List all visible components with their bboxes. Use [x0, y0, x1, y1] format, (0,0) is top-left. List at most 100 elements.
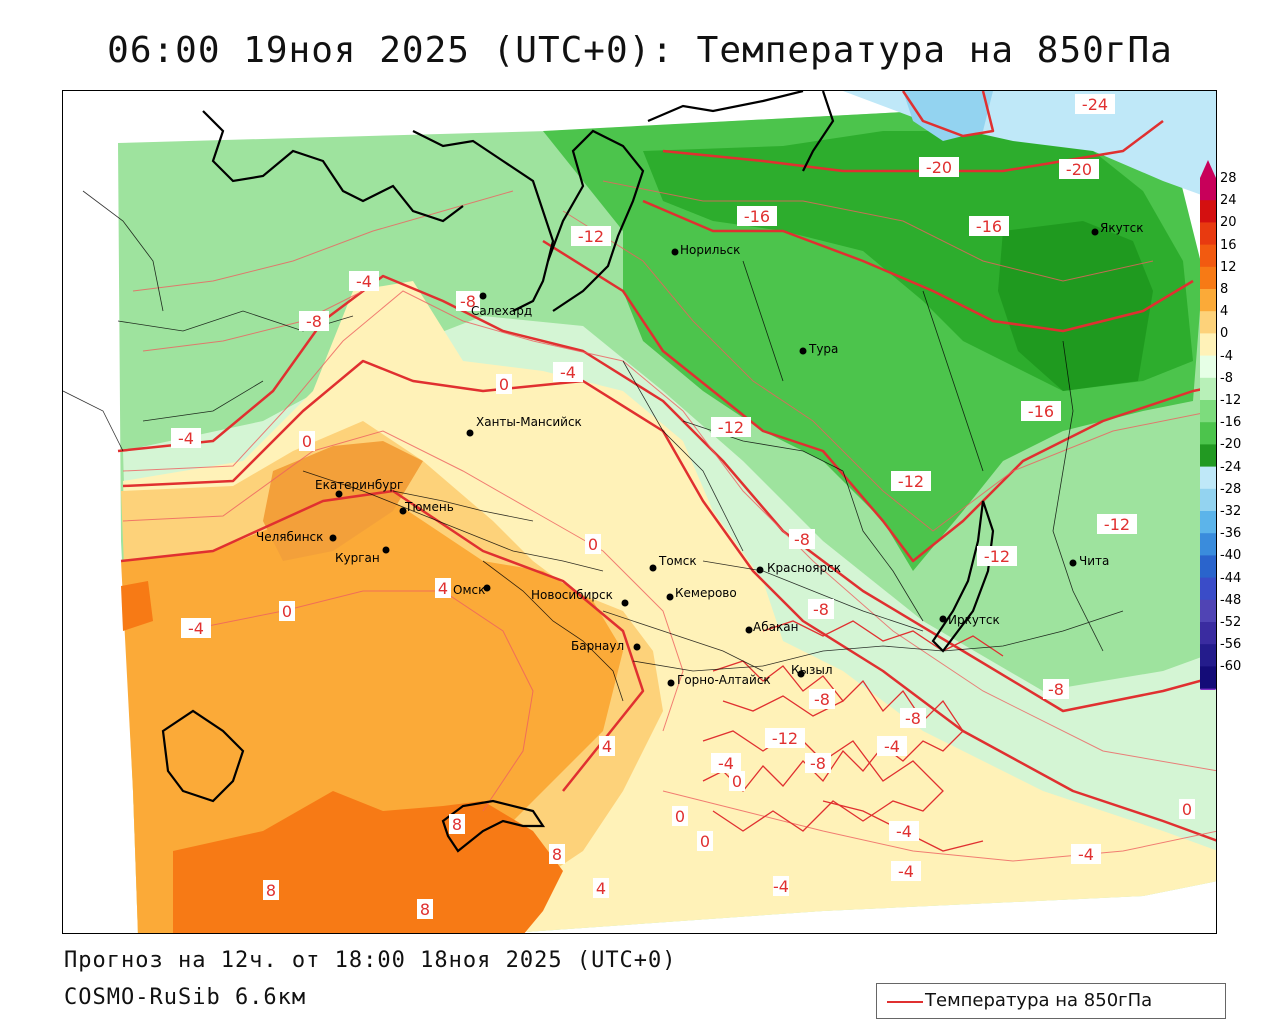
colorbar-swatch [1200, 533, 1216, 556]
city-irkutsk: Иркутск [939, 613, 1000, 627]
isotherm-label: -4 [896, 822, 912, 841]
isotherm-label: -4 [356, 272, 372, 291]
colorbar-swatch [1200, 466, 1216, 490]
city-omsk: Омск [453, 583, 491, 597]
colorbar-swatch [1200, 444, 1216, 468]
colorbar-label: -40 [1220, 548, 1242, 564]
svg-text:Екатеринбург: Екатеринбург [315, 478, 403, 492]
isotherm-label: 0 [302, 432, 312, 451]
colorbar-swatches [1200, 160, 1216, 690]
svg-text:Кызыл: Кызыл [791, 663, 833, 677]
isotherm-label: 8 [552, 845, 562, 864]
isotherm-label: -16 [744, 207, 770, 226]
colorbar-label: -48 [1220, 592, 1242, 608]
colorbar-label: -36 [1220, 526, 1242, 542]
colorbar-swatch [1200, 178, 1216, 201]
svg-text:Томск: Томск [658, 554, 697, 568]
isotherm-label: 0 [1182, 800, 1192, 819]
city-abakan: Абакан [745, 620, 798, 634]
svg-text:Барнаул: Барнаул [571, 639, 624, 653]
isotherm-label: -4 [773, 877, 789, 896]
colorbar-label: 24 [1220, 193, 1237, 209]
model-name: COSMO-RuSib 6.6км [64, 985, 307, 1010]
colorbar-swatch [1200, 555, 1216, 579]
svg-text:Курган: Курган [335, 551, 380, 565]
colorbar-swatch [1200, 644, 1216, 667]
colorbar: 28 24 20 16 12 8 4 0 -4 -8 -12 -16 -20 -24 -28 -32 -36 -4… [1198, 160, 1278, 690]
legend-line-swatch [887, 1001, 923, 1003]
isotherm-label: 4 [438, 579, 448, 598]
colorbar-label: 20 [1220, 215, 1237, 231]
isotherm-label: -8 [794, 530, 810, 549]
isotherm-label: -20 [1066, 160, 1092, 179]
isotherm-label: 4 [602, 737, 612, 756]
colorbar-label: -8 [1220, 370, 1233, 386]
city-kurgan: Курган [335, 546, 390, 565]
legend-label: Температура на 850гПа [925, 990, 1153, 1011]
svg-text:Кемерово: Кемерово [675, 586, 737, 600]
isotherm-label: -4 [1078, 845, 1094, 864]
city-kemerovo: Кемерово [666, 586, 737, 601]
city-tura: Тура [799, 342, 838, 356]
temperature-map[interactable]: -24 -20 -20 -16 -16 -12 -8 -4 -8 -4 0 0 … [62, 90, 1217, 934]
colorbar-swatch [1200, 400, 1216, 423]
map-title: 06:00 19ноя 2025 (UTC+0): Температура на… [107, 30, 1173, 71]
svg-text:Омск: Омск [453, 583, 485, 597]
svg-text:Горно-Алтайск: Горно-Алтайск [677, 673, 771, 687]
city-khanty-mansiysk: Ханты-Мансийск [466, 415, 582, 437]
city-yekaterinburg: Екатеринбург [315, 478, 403, 498]
colorbar-swatch [1200, 333, 1216, 357]
isotherm-label: 0 [732, 772, 742, 791]
isotherm-label: -4 [898, 862, 914, 881]
isotherm-label: -4 [560, 363, 576, 382]
isotherm-label: -8 [813, 600, 829, 619]
isotherm-label: -12 [578, 227, 604, 246]
colorbar-label: 8 [1220, 282, 1229, 297]
colorbar-swatch [1200, 222, 1216, 246]
svg-text:Салехард: Салехард [471, 304, 532, 318]
isotherm-label: -8 [460, 292, 476, 311]
isotherm-label: -8 [905, 709, 921, 728]
isotherm-label: -4 [884, 737, 900, 756]
isotherm-label: -4 [718, 754, 734, 773]
isotherm-labels: -24 -20 -20 -16 -16 -12 -8 -4 -8 -4 0 0 … [171, 94, 1195, 919]
colorbar-bottom-arrow [1200, 688, 1216, 690]
svg-text:Тура: Тура [808, 342, 838, 356]
isotherm-label: -8 [810, 754, 826, 773]
colorbar-label: -32 [1220, 504, 1242, 519]
colorbar-label: 16 [1220, 237, 1237, 253]
svg-text:Новосибирск: Новосибирск [531, 588, 613, 602]
svg-text:Ханты-Мансийск: Ханты-Мансийск [476, 415, 582, 429]
city-tomsk: Томск [649, 554, 697, 572]
svg-text:Чита: Чита [1079, 554, 1109, 568]
colorbar-swatch [1200, 577, 1216, 601]
city-norilsk: Норильск [671, 243, 740, 257]
isotherm-label: 0 [675, 807, 685, 826]
colorbar-swatch [1200, 311, 1216, 334]
colorbar-swatch [1200, 266, 1216, 290]
isotherm-label: -4 [188, 619, 204, 638]
colorbar-swatch [1200, 289, 1216, 312]
city-chelyabinsk: Челябинск [256, 530, 337, 544]
colorbar-label: 28 [1220, 171, 1237, 186]
isotherm-label: -8 [1048, 680, 1064, 699]
city-krasnoyarsk: Красноярск [756, 561, 841, 575]
isotherm-label: -20 [926, 158, 952, 177]
isotherm-label: -12 [898, 472, 924, 491]
colorbar-swatch [1200, 488, 1216, 512]
colorbar-swatch [1200, 377, 1216, 401]
isotherm-label: -16 [1028, 402, 1054, 421]
colorbar-label: -60 [1220, 659, 1242, 675]
colorbar-label: -24 [1220, 459, 1242, 475]
city-yakutsk: Якутск [1091, 221, 1144, 236]
isotherm-label: -12 [984, 547, 1010, 566]
svg-text:Абакан: Абакан [753, 620, 798, 634]
isotherm-label: 8 [452, 815, 462, 834]
isotherm-label: 4 [596, 879, 606, 898]
colorbar-label: -12 [1220, 393, 1242, 408]
isotherm-label: -16 [976, 217, 1002, 236]
svg-text:Челябинск: Челябинск [256, 530, 323, 544]
colorbar-swatch [1200, 622, 1216, 645]
isotherm-label: 0 [700, 832, 710, 851]
isotherm-label: -12 [1104, 515, 1130, 534]
